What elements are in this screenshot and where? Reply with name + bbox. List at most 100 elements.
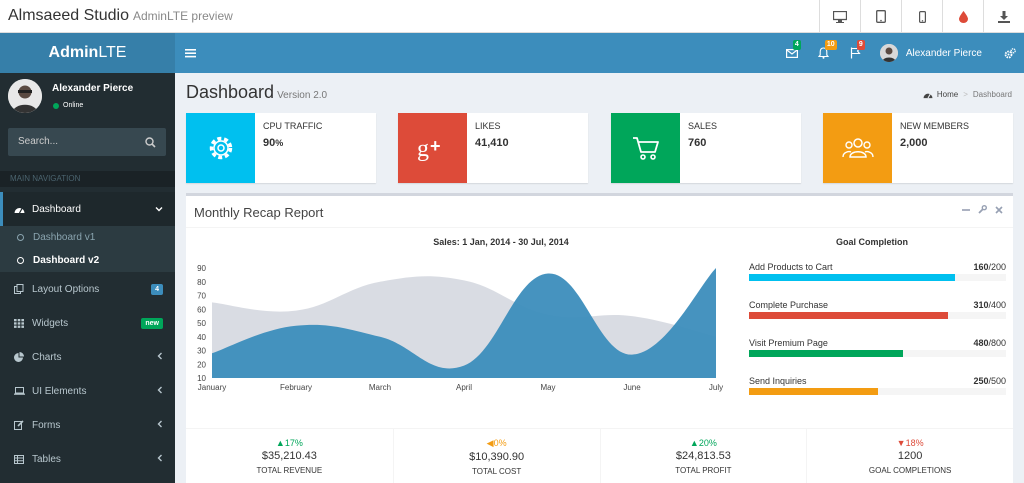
chevron-left-icon — [157, 386, 163, 396]
progress-current: 310 — [973, 300, 989, 310]
shopping-cart-icon — [632, 137, 659, 160]
laptop-icon — [14, 387, 26, 395]
chevron-left-icon — [157, 454, 163, 464]
sales-area-chart: 10 20 30 40 50 60 70 80 90 January February March Ap… — [197, 264, 723, 392]
sidebar-item-tables[interactable]: Tables — [0, 442, 175, 476]
sidebar-toggle[interactable] — [185, 45, 196, 63]
info-box-value: 90% — [263, 137, 283, 149]
box-title: Monthly Recap Report — [194, 205, 324, 220]
control-sidebar-toggle[interactable] — [996, 47, 1024, 59]
sidebar-item-forms[interactable]: Forms — [0, 408, 175, 442]
edit-icon — [14, 420, 26, 430]
gear-icon — [209, 136, 232, 160]
files-icon — [14, 284, 26, 294]
sidebar-item-layout-options[interactable]: Layout Options 4 — [0, 272, 175, 306]
dashboard-submenu: Dashboard v1 Dashboard v2 — [0, 226, 175, 272]
description-block-cost: ◀0% $10,390.90 TOTAL COST — [392, 429, 600, 483]
sidebar-item-dashboard[interactable]: Dashboard — [0, 192, 175, 226]
sidebar-search-input[interactable]: Search... — [8, 128, 166, 156]
goal-completion-title: Goal Completion — [836, 237, 908, 247]
preview-bar: Almsaeed Studio AdminLTE preview — [0, 0, 1024, 33]
percentage-text: 17% — [284, 438, 303, 448]
description-amount: 1200 — [897, 450, 923, 462]
description-amount: $24,813.53 — [675, 450, 731, 462]
y-tick-label: 30 — [197, 347, 206, 356]
app-logo[interactable]: Admin LTE — [0, 33, 175, 73]
progress-label: Visit Premium Page — [749, 338, 828, 348]
submenu-item-dashboard-v2[interactable]: Dashboard v2 — [0, 249, 175, 272]
settings-button[interactable] — [978, 205, 987, 214]
progress-current: 160 — [973, 262, 989, 272]
box-tools — [954, 205, 1003, 214]
x-tick-label: July — [709, 383, 723, 392]
y-tick-label: 90 — [197, 264, 206, 273]
y-tick-label: 50 — [197, 319, 206, 328]
sidebar-item-widgets[interactable]: Widgets new — [0, 306, 175, 340]
avatar — [8, 79, 42, 113]
sidebar-item-label: UI Elements — [32, 385, 87, 397]
notifications-menu[interactable]: 10 — [808, 33, 840, 73]
description-amount: $35,210.43 — [261, 450, 317, 462]
preview-subtitle: AdminLTE preview — [132, 9, 233, 23]
pie-chart-icon — [14, 352, 26, 362]
info-box-value: 2,000 — [900, 137, 928, 149]
sidebar-user-name: Alexander Pierce — [52, 83, 134, 94]
info-box-new-members: NEW MEMBERS 2,000 — [823, 113, 1013, 183]
search-button[interactable] — [145, 135, 156, 153]
progress-total: /500 — [988, 376, 1006, 386]
chevron-down-icon — [155, 204, 163, 214]
x-tick-label: March — [369, 383, 391, 392]
progress-group: Visit Premium Page 480/800 — [749, 338, 1006, 368]
sidebar-item-charts[interactable]: Charts — [0, 340, 175, 374]
y-tick-label: 80 — [197, 278, 206, 287]
sidebar-item-label: Charts — [32, 351, 62, 363]
sidebar-item-ui-elements[interactable]: UI Elements — [0, 374, 175, 408]
download-button[interactable] — [983, 0, 1024, 33]
logo-bold: Admin — [48, 44, 99, 61]
sidebar-item-label: Tables — [32, 453, 61, 465]
progress-count: 480/800 — [973, 338, 1006, 348]
page-version: Version 2.0 — [277, 90, 328, 101]
box-header: Monthly Recap Report — [186, 196, 1013, 228]
tablet-icon — [876, 10, 886, 23]
close-icon — [995, 205, 1003, 214]
collapse-button[interactable] — [962, 205, 970, 214]
progress-total: /400 — [988, 300, 1006, 310]
description-block-profit: ▲20% $24,813.53 TOTAL PROFIT — [599, 429, 807, 483]
x-tick-label: January — [198, 383, 226, 392]
tasks-menu[interactable]: 9 — [840, 33, 872, 73]
messages-menu[interactable]: 4 — [776, 33, 808, 73]
table-icon — [14, 454, 26, 464]
description-text: TOTAL COST — [472, 467, 522, 476]
box-footer: ▲17% $35,210.43 TOTAL REVENUE ◀0% $10,39… — [186, 428, 1013, 483]
google-plus-icon: g + — [417, 136, 441, 161]
sidebar-item-label: Dashboard — [32, 203, 81, 215]
users-icon — [841, 138, 874, 158]
theme-button[interactable] — [942, 0, 983, 33]
y-tick-label: 10 — [197, 374, 206, 383]
progress-total: /800 — [988, 338, 1006, 348]
close-button[interactable] — [995, 205, 1003, 214]
sidebar-item-label: Forms — [32, 419, 61, 431]
user-menu[interactable]: Alexander Pierce — [879, 44, 982, 62]
envelope-icon — [785, 48, 798, 58]
y-tick-label: 60 — [197, 305, 206, 314]
chevron-left-icon — [157, 420, 163, 430]
series-area-blue — [212, 268, 716, 378]
desktop-button[interactable] — [819, 0, 860, 33]
description-text: TOTAL REVENUE — [256, 466, 323, 475]
y-tick-label: 40 — [197, 333, 206, 342]
info-box-label: SALES — [688, 121, 718, 131]
progress-count: 250/500 — [973, 376, 1006, 386]
x-tick-label: February — [280, 383, 312, 392]
search-icon — [145, 137, 156, 148]
breadcrumb-home[interactable]: Home — [936, 90, 959, 99]
tablet-button[interactable] — [860, 0, 901, 33]
progress-bar — [749, 312, 1006, 319]
progress-label: Send Inquiries — [749, 376, 807, 386]
description-percentage: ▲17% — [186, 438, 393, 448]
th-icon — [14, 318, 26, 328]
submenu-item-dashboard-v1[interactable]: Dashboard v1 — [0, 226, 175, 249]
mobile-button[interactable] — [901, 0, 942, 33]
description-block-goals: ▼18% 1200 GOAL COMPLETIONS — [806, 429, 1013, 483]
